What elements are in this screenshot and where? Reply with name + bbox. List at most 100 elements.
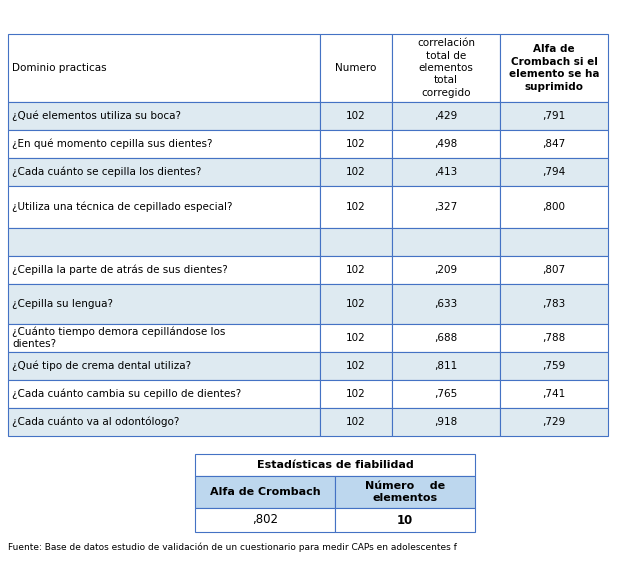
Bar bbox=[392, 256, 500, 284]
Bar bbox=[392, 380, 500, 408]
Bar bbox=[392, 102, 500, 130]
Text: Alfa de Crombach: Alfa de Crombach bbox=[210, 487, 320, 497]
Bar bbox=[500, 186, 608, 228]
Bar bbox=[500, 380, 608, 408]
Text: Numero: Numero bbox=[335, 63, 377, 73]
Text: ,729: ,729 bbox=[542, 417, 566, 427]
Bar bbox=[320, 380, 392, 408]
Bar bbox=[392, 34, 500, 102]
Bar bbox=[500, 284, 608, 324]
Text: ¿Cada cuánto se cepilla los dientes?: ¿Cada cuánto se cepilla los dientes? bbox=[12, 167, 201, 177]
Text: ,783: ,783 bbox=[542, 299, 566, 309]
Text: ,807: ,807 bbox=[542, 265, 566, 275]
Bar bbox=[320, 186, 392, 228]
Text: 102: 102 bbox=[346, 299, 366, 309]
Bar bbox=[8, 102, 320, 130]
Text: 10: 10 bbox=[397, 513, 413, 527]
Bar bbox=[8, 284, 320, 324]
Text: Número    de
elementos: Número de elementos bbox=[365, 481, 445, 503]
Bar bbox=[392, 130, 500, 158]
Bar bbox=[320, 34, 392, 102]
Text: ¿En qué momento cepilla sus dientes?: ¿En qué momento cepilla sus dientes? bbox=[12, 139, 212, 149]
Bar bbox=[500, 102, 608, 130]
Text: ¿Utiliza una técnica de cepillado especial?: ¿Utiliza una técnica de cepillado especi… bbox=[12, 202, 233, 212]
Text: ¿Cada cuánto cambia su cepillo de dientes?: ¿Cada cuánto cambia su cepillo de diente… bbox=[12, 389, 241, 399]
Text: ,794: ,794 bbox=[542, 167, 566, 177]
Bar bbox=[8, 130, 320, 158]
Bar bbox=[392, 408, 500, 436]
Text: Estadísticas de fiabilidad: Estadísticas de fiabilidad bbox=[257, 460, 413, 470]
Text: 102: 102 bbox=[346, 389, 366, 399]
Bar bbox=[8, 352, 320, 380]
Text: ¿Cepilla la parte de atrás de sus dientes?: ¿Cepilla la parte de atrás de sus diente… bbox=[12, 265, 228, 275]
Bar bbox=[8, 256, 320, 284]
Bar bbox=[320, 284, 392, 324]
Text: ,498: ,498 bbox=[434, 139, 458, 149]
Bar bbox=[8, 228, 320, 256]
Text: ,847: ,847 bbox=[542, 139, 566, 149]
Bar bbox=[500, 324, 608, 352]
Bar bbox=[392, 352, 500, 380]
Text: 102: 102 bbox=[346, 265, 366, 275]
Bar bbox=[500, 228, 608, 256]
Bar bbox=[320, 228, 392, 256]
Text: 102: 102 bbox=[346, 361, 366, 371]
Bar bbox=[195, 454, 475, 476]
Bar bbox=[8, 158, 320, 186]
Bar bbox=[392, 284, 500, 324]
Text: ¿Qué elementos utiliza su boca?: ¿Qué elementos utiliza su boca? bbox=[12, 111, 181, 121]
Text: ¿Cepilla su lengua?: ¿Cepilla su lengua? bbox=[12, 299, 113, 309]
Text: correlación
total de
elementos
total
corregido: correlación total de elementos total cor… bbox=[417, 38, 475, 98]
Bar bbox=[8, 380, 320, 408]
Text: Fuente: Base de datos estudio de validación de un cuestionario para medir CAPs e: Fuente: Base de datos estudio de validac… bbox=[8, 542, 457, 552]
Bar bbox=[195, 476, 335, 508]
Text: 102: 102 bbox=[346, 167, 366, 177]
Text: 102: 102 bbox=[346, 417, 366, 427]
Text: ,811: ,811 bbox=[434, 361, 458, 371]
Bar bbox=[8, 324, 320, 352]
Text: ,429: ,429 bbox=[434, 111, 458, 121]
Text: 102: 102 bbox=[346, 139, 366, 149]
Text: ,633: ,633 bbox=[434, 299, 458, 309]
Text: ,741: ,741 bbox=[542, 389, 566, 399]
Bar bbox=[320, 408, 392, 436]
Text: ,413: ,413 bbox=[434, 167, 458, 177]
Bar bbox=[335, 476, 475, 508]
Text: ¿Cada cuánto va al odontólogo?: ¿Cada cuánto va al odontólogo? bbox=[12, 417, 180, 428]
Bar bbox=[335, 508, 475, 532]
Bar bbox=[8, 34, 320, 102]
Text: ,209: ,209 bbox=[434, 265, 458, 275]
Bar bbox=[500, 408, 608, 436]
Text: ,788: ,788 bbox=[542, 333, 566, 343]
Text: ,765: ,765 bbox=[434, 389, 458, 399]
Bar bbox=[392, 186, 500, 228]
Text: 102: 102 bbox=[346, 333, 366, 343]
Bar bbox=[500, 34, 608, 102]
Bar bbox=[320, 352, 392, 380]
Bar bbox=[195, 508, 335, 532]
Text: ,791: ,791 bbox=[542, 111, 566, 121]
Text: ,802: ,802 bbox=[252, 513, 278, 527]
Text: ¿Qué tipo de crema dental utiliza?: ¿Qué tipo de crema dental utiliza? bbox=[12, 361, 191, 371]
Text: ,759: ,759 bbox=[542, 361, 566, 371]
Bar bbox=[500, 130, 608, 158]
Text: ¿Cuánto tiempo demora cepillándose los
dientes?: ¿Cuánto tiempo demora cepillándose los d… bbox=[12, 327, 225, 350]
Text: Dominio practicas: Dominio practicas bbox=[12, 63, 107, 73]
Bar bbox=[320, 130, 392, 158]
Text: 102: 102 bbox=[346, 111, 366, 121]
Bar bbox=[500, 256, 608, 284]
Bar bbox=[500, 352, 608, 380]
Bar bbox=[320, 324, 392, 352]
Bar bbox=[8, 408, 320, 436]
Bar bbox=[392, 324, 500, 352]
Bar bbox=[320, 158, 392, 186]
Text: ,327: ,327 bbox=[434, 202, 458, 212]
Bar bbox=[320, 256, 392, 284]
Bar bbox=[8, 186, 320, 228]
Text: Alfa de
Crombach si el
elemento se ha
suprimido: Alfa de Crombach si el elemento se ha su… bbox=[509, 45, 599, 91]
Text: ,800: ,800 bbox=[542, 202, 566, 212]
Text: ,688: ,688 bbox=[434, 333, 458, 343]
Bar bbox=[500, 158, 608, 186]
Text: 102: 102 bbox=[346, 202, 366, 212]
Bar bbox=[392, 158, 500, 186]
